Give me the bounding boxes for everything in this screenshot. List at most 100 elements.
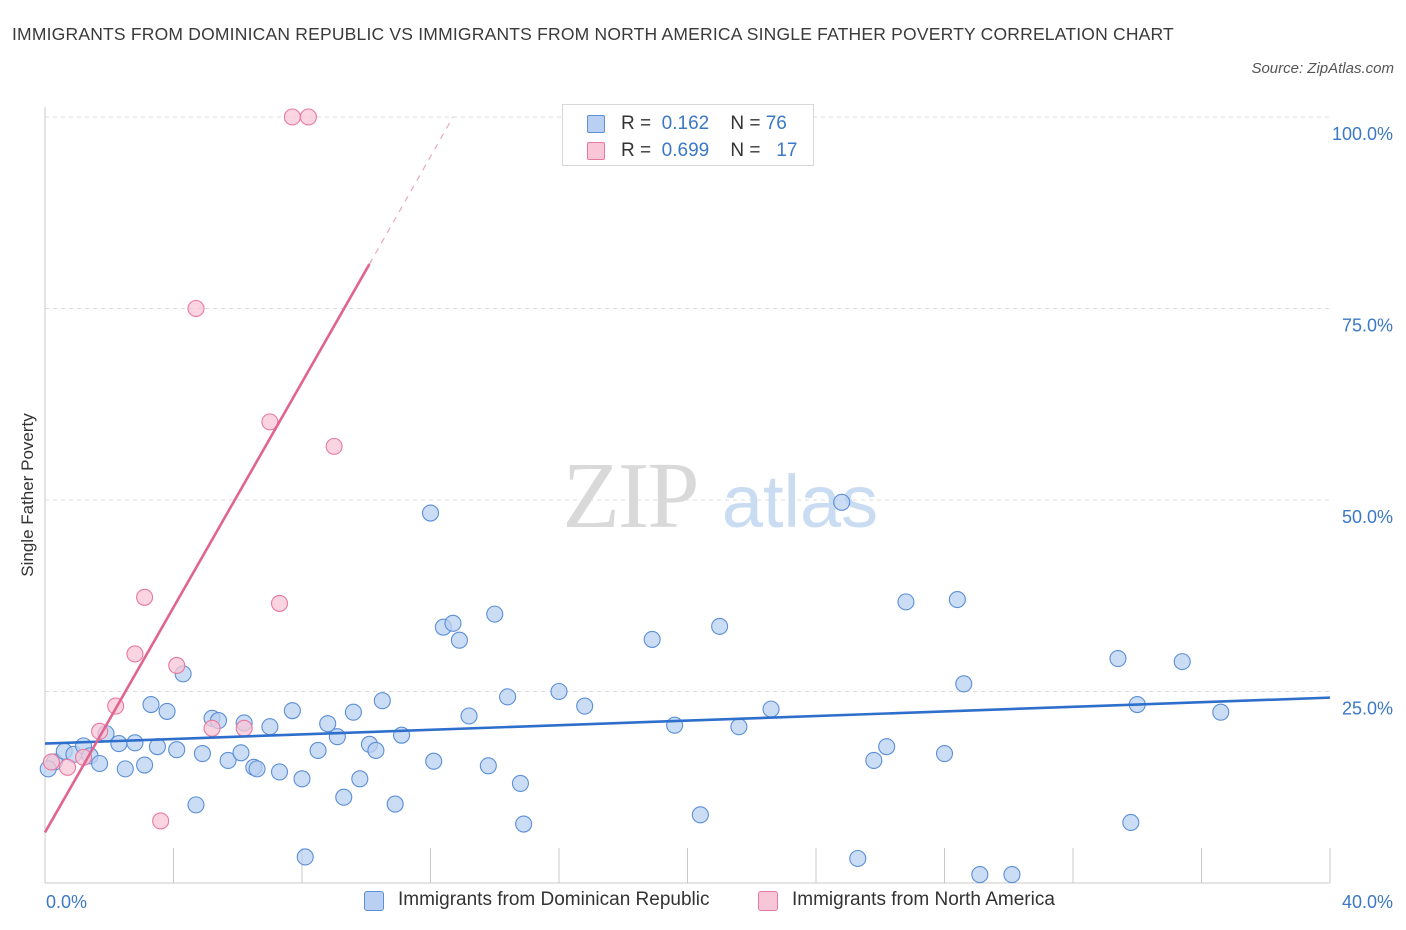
point-dominican-republic [450,631,468,649]
point-dominican-republic [643,630,661,648]
r-label: R = [621,140,652,161]
point-dominican-republic [486,605,504,623]
point-dominican-republic [367,741,385,760]
point-dominican-republic [373,692,391,710]
trend-line-north-america [43,263,371,834]
point-dominican-republic [935,744,954,763]
stats-legend: R = 0.162 N = 76 R = 0.699 N = 17 [562,104,814,166]
point-dominican-republic [865,751,883,769]
legend-label: Immigrants from North America [792,889,1055,910]
n-label: N = [730,140,761,161]
point-dominican-republic [897,593,915,611]
axes [44,107,1331,884]
legend-swatch-pink [758,891,778,911]
legend-swatch-pink [587,142,605,160]
x-tick-label: 40.0% [1342,892,1393,912]
point-dominican-republic [219,751,237,769]
point-dominican-republic [849,849,867,868]
point-dominican-republic [1212,703,1230,721]
watermark: ZIP atlas [563,444,879,548]
point-north-america [136,588,154,606]
point-dominican-republic [1173,653,1191,671]
point-dominican-republic [576,697,594,715]
point-dominican-republic [878,738,896,756]
point-dominican-republic [328,728,346,746]
r-label: R = [621,113,652,134]
point-dominican-republic [116,760,134,778]
point-dominican-republic [261,718,279,736]
legend-swatch-blue [587,115,605,133]
point-dominican-republic [283,702,301,720]
point-dominican-republic [499,688,517,706]
point-north-america [203,719,221,737]
n-value: 17 [776,140,798,161]
source-credit: Source: ZipAtlas.com [1251,60,1394,77]
point-dominican-republic [1122,813,1140,832]
point-dominican-republic [296,848,314,866]
point-dominican-republic [1109,650,1127,668]
point-dominican-republic [386,795,404,813]
y-tick-label: 75.0% [1342,316,1393,336]
point-dominican-republic [1003,866,1021,884]
point-dominican-republic [955,675,973,693]
point-dominican-republic [232,744,250,762]
y-tick-label: 100.0% [1332,124,1393,144]
point-dominican-republic [168,741,186,759]
point-dominican-republic [460,707,478,725]
point-dominican-republic [444,614,462,632]
y-axis-label: Single Father Poverty [18,413,37,577]
trend-line-dominican-republic [44,696,1331,745]
point-dominican-republic [136,756,154,774]
watermark-zip: ZIP [563,444,698,548]
point-dominican-republic [142,695,160,714]
point-dominican-republic [550,682,568,701]
point-north-america [299,108,317,126]
point-north-america [58,758,77,776]
point-dominican-republic [479,757,497,775]
point-dominican-republic [833,493,851,511]
point-dominican-republic [425,752,443,770]
series-north-america [42,108,343,830]
n-value: 76 [765,113,787,134]
point-dominican-republic [351,770,369,788]
series-dominican-republic [39,493,1230,884]
point-north-america [126,645,144,663]
point-dominican-republic [762,700,780,718]
point-dominican-republic [515,815,533,833]
point-dominican-republic [335,788,353,806]
legend-label: Immigrants from Dominican Republic [398,889,710,910]
point-dominican-republic [126,734,144,752]
point-dominican-republic [948,591,966,609]
point-dominican-republic [110,735,128,753]
point-dominican-republic [691,806,709,824]
point-north-america [325,437,343,455]
point-north-america [270,594,289,612]
point-dominican-republic [293,770,311,788]
point-north-america [187,299,205,318]
point-dominican-republic [319,715,337,733]
point-dominican-republic [187,796,205,814]
tick-labels: 100.0% 75.0% 50.0% 25.0% 0.0% 40.0% [46,124,1393,912]
point-north-america [283,108,301,126]
point-dominican-republic [309,741,327,760]
point-dominican-republic [971,866,989,884]
r-value: 0.699 [661,140,710,161]
trend-lines [43,116,1331,834]
point-dominican-republic [270,763,289,781]
point-dominican-republic [158,702,176,720]
point-dominican-republic [711,617,729,635]
point-dominican-republic [421,504,440,522]
point-dominican-republic [193,744,211,763]
point-dominican-republic [248,760,266,778]
legend-swatch-blue [364,891,384,911]
point-dominican-republic [730,718,748,736]
x-tick-label: 0.0% [46,892,87,912]
point-north-america [42,753,60,771]
n-label: N = [730,113,761,134]
grid-lines [45,116,1330,692]
point-north-america [235,719,253,737]
y-tick-label: 25.0% [1342,699,1393,719]
y-tick-label: 50.0% [1342,507,1393,527]
trend-line-north-america-extension [368,116,454,265]
